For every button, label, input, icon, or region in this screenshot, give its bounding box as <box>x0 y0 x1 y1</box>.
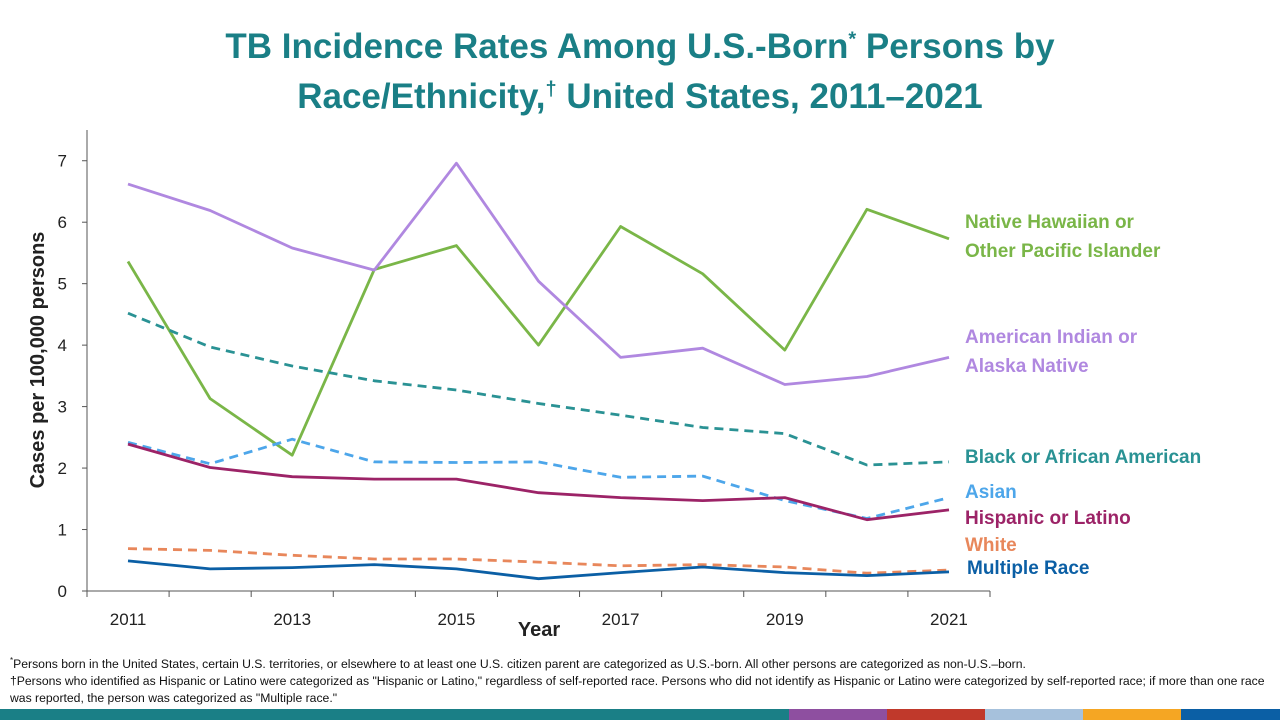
x-axis-title: Year <box>518 619 560 641</box>
y-tick-label: 5 <box>58 275 67 294</box>
series-label-line: Asian <box>965 482 1017 503</box>
chart-title-line-2: Race/Ethnicity,† United States, 2011–202… <box>0 72 1280 122</box>
series-label-line: Black or African American <box>965 447 1201 468</box>
series-label-black-or-african-american: Black or African American <box>965 447 1201 468</box>
series-line-black-or-african-american <box>127 311 950 467</box>
series-line-hispanic-or-latino <box>127 442 950 522</box>
chart-axes: 0 1 2 3 4 5 6 7 2011 2013 2015 2017 2019 2021 <box>58 130 991 629</box>
y-tick-label: 4 <box>58 336 67 355</box>
footnote-2: †Persons who identified as Hispanic or L… <box>10 674 1265 706</box>
title-dagger-mark: † <box>545 78 557 101</box>
color-bar-segment-blue <box>1181 709 1280 720</box>
y-tick-label: 7 <box>58 152 67 171</box>
series-label-line: Native Hawaiian or <box>965 212 1135 233</box>
series-label-american-indian-or-alaska-native: American Indian or Alaska Native <box>965 327 1138 377</box>
title-line2-post: United States, 2011–2021 <box>556 77 983 116</box>
chart-title-line-1: TB Incidence Rates Among U.S.-Born* Pers… <box>0 22 1280 72</box>
footer-color-bar <box>0 709 1280 720</box>
series-label-line: Multiple Race <box>967 558 1089 579</box>
color-bar-segment-red <box>887 709 985 720</box>
footnote-1-mark: * <box>10 656 14 665</box>
y-tick-label: 1 <box>58 521 67 540</box>
x-tick-label: 2015 <box>437 610 475 629</box>
title-line2-pre: Race/Ethnicity, <box>297 77 546 116</box>
series-label-asian: Asian <box>965 482 1017 503</box>
color-bar-segment-lightblue <box>985 709 1083 720</box>
chart-series-labels: Native Hawaiian or Other Pacific Islander… <box>965 212 1201 579</box>
series-label-line: Hispanic or Latino <box>965 508 1131 529</box>
series-line-american-indian-or-alaska-native <box>127 161 950 386</box>
x-tick-label: 2013 <box>273 610 311 629</box>
title-line1-post: Persons by <box>856 27 1055 66</box>
x-tick-label: 2017 <box>602 610 640 629</box>
series-line-asian <box>127 437 950 520</box>
footnote-1-text: Persons born in the United States, certa… <box>13 657 1026 672</box>
series-label-line: White <box>965 535 1017 556</box>
color-bar-segment-purple <box>789 709 887 720</box>
x-tick-label: 2021 <box>930 610 968 629</box>
title-star-mark: * <box>848 28 857 51</box>
title-line1-pre: TB Incidence Rates Among U.S.-Born <box>225 27 849 66</box>
series-label-line: Alaska Native <box>965 356 1089 377</box>
color-bar-segment-orange <box>1083 709 1181 720</box>
x-tick-label: 2019 <box>766 610 804 629</box>
footnotes: *Persons born in the United States, cert… <box>10 652 1272 707</box>
line-chart: 0 1 2 3 4 5 6 7 2011 2013 2015 2017 2019 2021 Native … <box>27 130 1201 641</box>
y-tick-label: 2 <box>58 459 67 478</box>
y-tick-label: 0 <box>58 582 67 601</box>
y-tick-label: 6 <box>58 213 67 232</box>
series-line-native-hawaiian-or-other-pacific-islander <box>126 207 950 457</box>
series-label-white: White <box>965 535 1017 556</box>
color-bar-segment-teal <box>0 709 789 720</box>
chart-series-lines <box>126 161 950 581</box>
series-label-hispanic-or-latino: Hispanic or Latino <box>965 508 1131 529</box>
series-label-multiple-race: Multiple Race <box>967 558 1089 579</box>
series-label-native-hawaiian-or-other-pacific-islander: Native Hawaiian or Other Pacific Islander <box>965 212 1161 262</box>
series-line-white <box>127 547 950 575</box>
chart-title: TB Incidence Rates Among U.S.-Born* Pers… <box>0 22 1280 122</box>
x-tick-label: 2011 <box>110 610 147 629</box>
series-label-line: American Indian or <box>965 327 1138 348</box>
y-axis-title: Cases per 100,000 persons <box>27 232 49 489</box>
series-line-multiple-race <box>127 559 950 581</box>
series-label-line: Other Pacific Islander <box>965 241 1161 262</box>
y-tick-label: 3 <box>58 398 67 417</box>
footnote-1: *Persons born in the United States, cert… <box>10 652 1272 673</box>
